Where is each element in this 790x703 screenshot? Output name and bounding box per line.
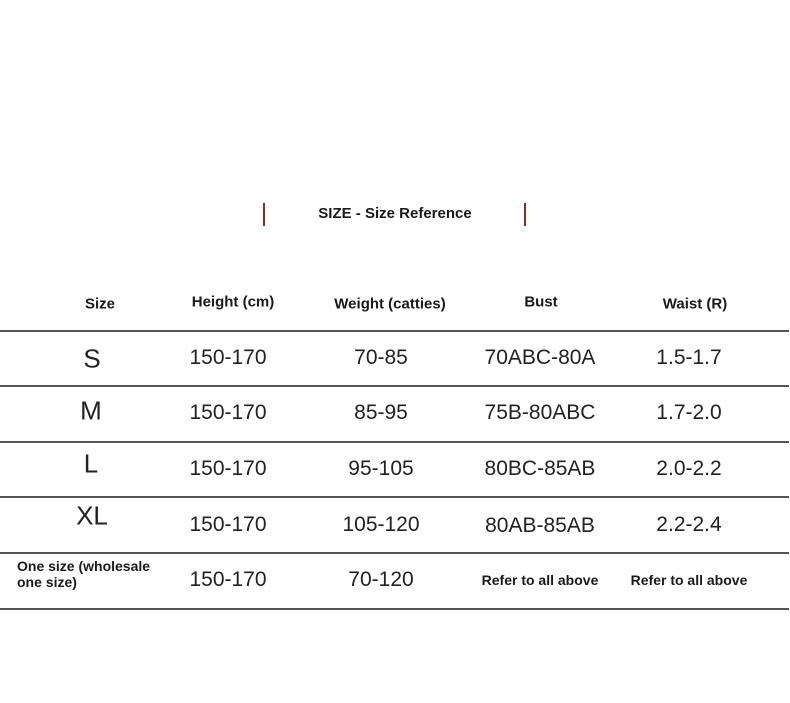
waist-cell: 2.2-2.4 — [656, 513, 722, 536]
weight-cell: 95-105 — [348, 457, 414, 480]
header-waist: Waist (R) — [662, 295, 728, 313]
size-cell: One size (wholesale one size) — [17, 558, 151, 590]
divider — [0, 385, 789, 387]
title-right-bar — [524, 203, 526, 226]
weight-cell: 70-85 — [354, 346, 408, 369]
divider — [0, 441, 789, 443]
waist-cell: 2.0-2.2 — [656, 457, 722, 480]
divider — [0, 608, 789, 610]
bust-cell: 75B-80ABC — [484, 401, 596, 424]
size-cell: L — [83, 448, 99, 479]
header-size: Size — [84, 295, 116, 313]
height-cell: 150-170 — [189, 513, 267, 536]
waist-cell: 1.5-1.7 — [656, 346, 722, 369]
header-height: Height (cm) — [191, 293, 275, 311]
divider — [0, 552, 789, 554]
size-cell: S — [83, 343, 101, 374]
divider — [0, 496, 789, 498]
bust-cell: 70ABC-80A — [484, 346, 596, 369]
title-left-bar — [263, 203, 265, 226]
page-title: SIZE - Size Reference — [318, 205, 472, 222]
weight-cell: 85-95 — [354, 401, 408, 424]
divider — [0, 330, 789, 332]
size-cell: XL — [76, 500, 108, 531]
weight-cell: 70-120 — [348, 568, 414, 591]
header-bust: Bust — [524, 293, 558, 311]
header-weight: Weight (catties) — [334, 295, 446, 313]
bust-cell: 80AB-85AB — [485, 514, 595, 537]
height-cell: 150-170 — [189, 457, 267, 480]
height-cell: 150-170 — [189, 401, 267, 424]
size-cell: M — [80, 395, 102, 426]
height-cell: 150-170 — [189, 346, 267, 369]
bust-cell: 80BC-85AB — [484, 457, 596, 480]
bust-cell: Refer to all above — [481, 572, 599, 588]
height-cell: 150-170 — [189, 568, 267, 591]
weight-cell: 105-120 — [342, 513, 420, 536]
waist-cell: 1.7-2.0 — [656, 401, 722, 424]
waist-cell: Refer to all above — [630, 572, 748, 588]
